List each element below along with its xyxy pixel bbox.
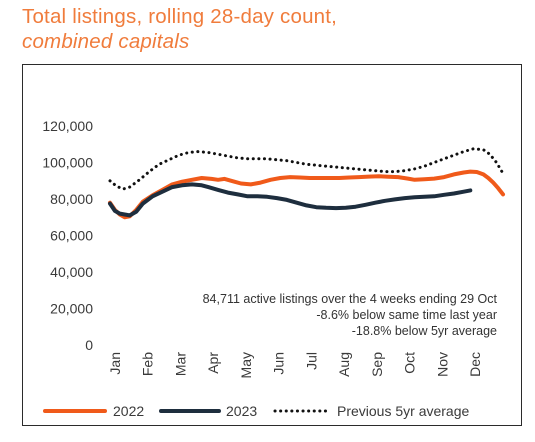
y-tick-label: 80,000 bbox=[50, 191, 93, 207]
x-tick-label: Jan bbox=[107, 352, 123, 375]
series-line-previous-5yr-average bbox=[108, 147, 505, 191]
x-tick-label: Sep bbox=[369, 352, 385, 377]
legend-label: 2023 bbox=[226, 403, 257, 419]
y-tick-label: 100,000 bbox=[42, 155, 93, 171]
annotation-line: 84,711 active listings over the 4 weeks … bbox=[203, 292, 498, 306]
series-lines bbox=[108, 147, 505, 220]
y-tick-label: 120,000 bbox=[42, 118, 93, 134]
y-tick-label: 40,000 bbox=[50, 264, 93, 280]
x-tick-label: Jun bbox=[271, 352, 287, 375]
x-tick-label: May bbox=[238, 352, 254, 378]
x-tick-label: Aug bbox=[336, 352, 352, 377]
x-tick-label: Jul bbox=[303, 352, 319, 370]
x-tick-label: Oct bbox=[402, 352, 418, 374]
x-tick-label: Dec bbox=[467, 352, 483, 377]
title-line-1: Total listings, rolling 28-day count, bbox=[22, 5, 338, 28]
chart-title: Total listings, rolling 28-day count, co… bbox=[22, 4, 337, 54]
x-axis-ticks: Jan Feb Mar Apr May Jun Jul Aug Sep Oct Nov Dec bbox=[107, 352, 483, 379]
legend-label: 2022 bbox=[113, 403, 144, 419]
legend-label: Previous 5yr average bbox=[337, 403, 470, 419]
annotation-line: -8.6% below same time last year bbox=[316, 308, 497, 322]
x-tick-label: Feb bbox=[140, 352, 156, 376]
series-line-2023 bbox=[108, 182, 473, 218]
x-tick-label: Apr bbox=[205, 352, 221, 374]
y-axis-ticks: 120,000 100,000 80,000 60,000 40,000 20,000 0 bbox=[42, 118, 93, 353]
y-tick-label: 20,000 bbox=[50, 301, 93, 317]
x-tick-label: Nov bbox=[434, 352, 450, 377]
y-tick-label: 60,000 bbox=[50, 228, 93, 244]
chart-frame bbox=[22, 64, 522, 426]
annotation-line: -18.8% below 5yr average bbox=[352, 324, 497, 338]
legend: 2022 2023 Previous 5yr average bbox=[43, 403, 470, 419]
annotation: 84,711 active listings over the 4 weeks … bbox=[203, 292, 498, 338]
x-tick-label: Mar bbox=[172, 352, 188, 376]
title-line-2: combined capitals bbox=[22, 30, 190, 53]
y-tick-label: 0 bbox=[85, 337, 93, 353]
